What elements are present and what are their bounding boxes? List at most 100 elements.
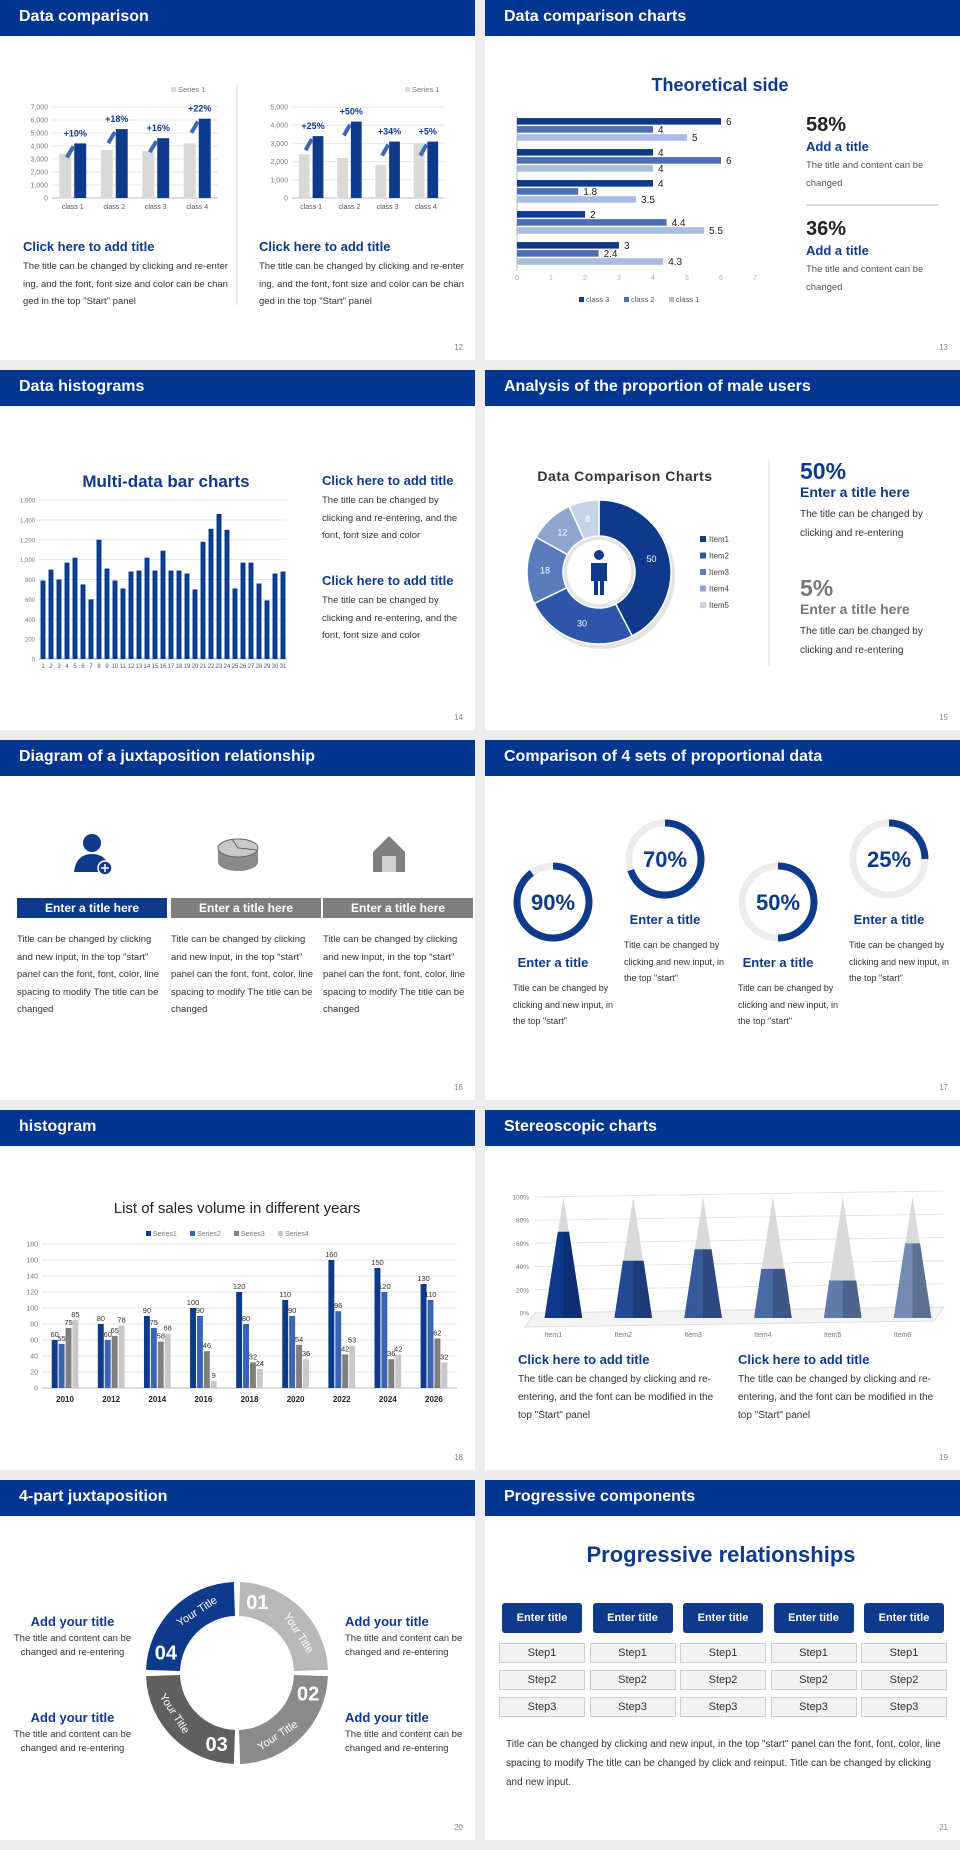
cone-shade: [703, 1249, 722, 1318]
cone-shade: [563, 1231, 583, 1318]
page-number: 13: [939, 343, 948, 352]
stat-title: Enter a title here: [800, 484, 910, 500]
y-tick-label: 20%: [516, 1287, 529, 1294]
icon: [382, 856, 396, 872]
x-tick-label: 2014: [148, 1395, 166, 1404]
bar: [349, 1345, 356, 1388]
bar: [142, 151, 155, 198]
x-tick-label: 2024: [379, 1395, 397, 1404]
floor: [524, 1306, 945, 1328]
slide-graphics: List of sales volume in different years 0…: [26, 1200, 457, 1404]
y-tick-label: 160: [26, 1258, 38, 1265]
annotation-arrow: [65, 145, 76, 159]
slide-graphics: [74, 834, 405, 876]
slide-graphics: Multi-data bar charts 0 200 400 600 800 1,000 1…: [20, 472, 287, 670]
cone-shade: [912, 1243, 932, 1318]
annotation-arrow: [148, 140, 159, 154]
x-tick-label: Item3: [684, 1332, 702, 1339]
block-text: Title can be changed by clicking and new…: [738, 983, 839, 1027]
x-tick-label: Item6: [894, 1332, 912, 1339]
y-tick-label: 1,000: [270, 177, 288, 184]
x-tick-label: 12: [128, 664, 135, 670]
slide-graphics: 0% 20% 40% 60% 80% 100% Item1 Item2 Item3 Item4 It…: [512, 1190, 945, 1339]
x-tick-label: 1: [549, 275, 553, 282]
step: Step3: [499, 1697, 585, 1717]
slide: 01 Your Title 02 Your Title 03 Your Title 04 Yo…: [0, 1480, 475, 1840]
bar: [198, 118, 211, 198]
legend-swatch: [146, 1231, 151, 1236]
x-tick-label: 2010: [56, 1395, 74, 1404]
data-label: 78: [117, 1316, 125, 1325]
bar: [420, 1284, 427, 1388]
y-tick-label: 4,000: [270, 123, 288, 130]
slide-text: Title can be changed by clicking and new…: [506, 1739, 941, 1788]
data-label: 54: [295, 1335, 303, 1344]
y-tick-label: 100%: [512, 1195, 529, 1202]
bar: [160, 550, 166, 659]
y-tick-label: 0: [34, 1386, 38, 1393]
x-tick-label: 2: [49, 664, 53, 670]
step: Step3: [861, 1697, 947, 1717]
data-label: 30: [577, 618, 587, 628]
x-tick-label: 20: [192, 664, 199, 670]
bar: [427, 141, 439, 198]
y-tick-label: 3,000: [30, 157, 48, 164]
x-tick-label: 2016: [194, 1395, 212, 1404]
x-tick-label: 24: [224, 664, 231, 670]
bar: [243, 1324, 249, 1388]
stat-value: 58%: [806, 114, 847, 136]
bar: [434, 1338, 441, 1388]
icon: [83, 834, 101, 852]
x-tick-label: class 4: [186, 204, 208, 211]
y-tick-label: 5,000: [30, 131, 48, 138]
slide-header: Data comparison charts: [485, 0, 960, 36]
bar: [176, 570, 182, 659]
bar: [115, 129, 128, 198]
ring-label: 25%: [867, 847, 911, 872]
block-title: Enter a title: [517, 955, 589, 970]
y-tick-label: 60%: [516, 1241, 529, 1248]
segment-number: 04: [155, 1643, 178, 1665]
cone-fill: [754, 1268, 792, 1318]
column-text: Title can be changed by clicking and new…: [171, 934, 314, 1016]
bar: [240, 562, 246, 659]
legend-label: Series 1: [412, 85, 440, 94]
data-label: 6: [726, 156, 732, 167]
step: Step2: [589, 1670, 676, 1690]
data-label: 5.5: [709, 226, 723, 237]
annotation: +25%: [301, 121, 324, 131]
data-label: 4: [658, 148, 664, 159]
bar: [441, 1362, 448, 1388]
bar: [51, 1340, 58, 1388]
bar: [337, 157, 348, 198]
data-label: 85: [71, 1310, 79, 1319]
x-tick-label: 28: [256, 664, 263, 670]
column-title: Enter title: [592, 1603, 673, 1633]
bar: [289, 1316, 296, 1388]
bar: [350, 121, 362, 198]
column-title: Enter title: [773, 1603, 854, 1633]
slide-title: Progressive relationships: [587, 1542, 856, 1567]
step: Step1: [770, 1643, 857, 1663]
slide-header: Analysis of the proportion of male users: [485, 370, 960, 406]
bar: [517, 180, 653, 187]
y-tick-label: 600: [25, 598, 36, 604]
data-label: 53: [348, 1336, 356, 1345]
annotation: +50%: [340, 107, 363, 117]
slide: 0% 20% 40% 60% 80% 100% Item1 Item2 Item3 Item4 It…: [485, 1110, 960, 1470]
block-text: Title can be changed by clicking and new…: [513, 983, 614, 1027]
slide: 0 1,000 2,000 3,000 4,000 5,000 6,000 7,000 clas…: [0, 0, 475, 360]
slide-graphics: 0 1,000 2,000 3,000 4,000 5,000 6,000 7,000 clas…: [30, 85, 445, 305]
data-label: 32: [249, 1352, 257, 1361]
x-tick-label: 6: [81, 664, 85, 670]
step: Step2: [680, 1670, 766, 1690]
block-text: The title can be changed by clicking and…: [518, 1374, 714, 1421]
data-label: 9: [212, 1371, 216, 1380]
bar: [389, 141, 400, 198]
y-tick-label: 200: [25, 638, 36, 644]
y-tick-label: 0: [32, 658, 36, 664]
y-tick-label: 4,000: [30, 144, 48, 151]
step: Step3: [589, 1697, 676, 1717]
x-tick-label: class 1: [300, 204, 322, 211]
data-label: 3: [624, 241, 630, 252]
